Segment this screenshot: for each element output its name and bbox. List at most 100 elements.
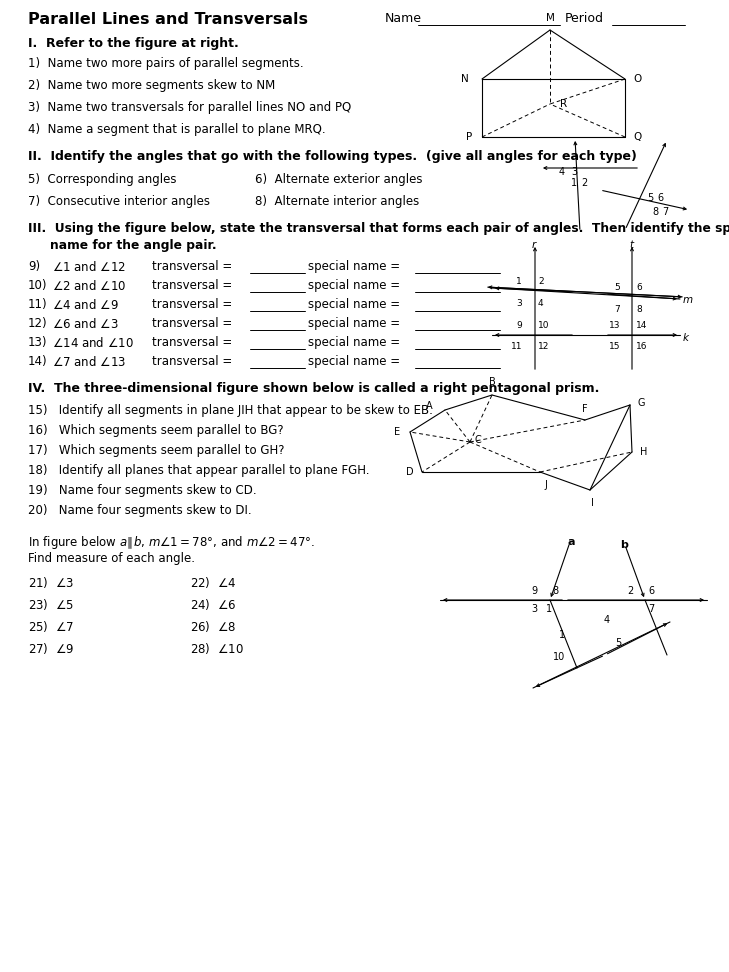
Text: 6)  Alternate exterior angles: 6) Alternate exterior angles [255,173,423,186]
Text: 4: 4 [559,167,565,177]
Text: 12): 12) [28,317,47,330]
Text: 1: 1 [571,178,577,188]
Text: Period: Period [565,12,604,25]
Text: special name =: special name = [308,355,404,368]
Text: 1: 1 [546,604,552,614]
Text: r: r [532,240,537,250]
Text: B: B [488,377,496,387]
Text: b: b [620,540,628,550]
Text: special name =: special name = [308,279,404,292]
Text: C: C [475,435,482,445]
Text: 21)  $\angle$3: 21) $\angle$3 [28,575,74,590]
Text: transversal =: transversal = [152,298,236,311]
Text: 7: 7 [615,305,620,314]
Text: 17)   Which segments seem parallel to GH?: 17) Which segments seem parallel to GH? [28,444,284,457]
Text: 5)  Corresponding angles: 5) Corresponding angles [28,173,176,186]
Text: P: P [466,132,472,142]
Text: transversal =: transversal = [152,279,236,292]
Text: Name: Name [385,12,422,25]
Text: 2: 2 [538,277,544,286]
Text: J: J [544,480,547,490]
Text: A: A [426,401,433,411]
Text: H: H [640,447,647,457]
Text: 3: 3 [531,604,537,614]
Text: 15: 15 [609,342,620,351]
Text: 5: 5 [615,638,621,648]
Text: G: G [638,398,645,408]
Text: F: F [582,404,588,414]
Text: 6: 6 [636,283,642,292]
Text: 4)  Name a segment that is parallel to plane MRQ.: 4) Name a segment that is parallel to pl… [28,123,326,136]
Text: D: D [406,467,414,477]
Text: special name =: special name = [308,298,404,311]
Text: O: O [633,74,642,84]
Text: 3: 3 [516,299,522,308]
Text: $\angle$2 and $\angle$10: $\angle$2 and $\angle$10 [52,279,126,293]
Text: 10: 10 [538,321,550,330]
Text: t: t [629,240,633,250]
Text: 15)   Identify all segments in plane JIH that appear to be skew to EB.: 15) Identify all segments in plane JIH t… [28,404,433,417]
Text: 5: 5 [615,283,620,292]
Text: 8: 8 [552,586,558,596]
Text: transversal =: transversal = [152,260,236,273]
Text: 1)  Name two more pairs of parallel segments.: 1) Name two more pairs of parallel segme… [28,57,303,70]
Text: Parallel Lines and Transversals: Parallel Lines and Transversals [28,12,308,27]
Text: II.  Identify the angles that go with the following types.  (give all angles for: II. Identify the angles that go with the… [28,150,637,163]
Text: 25)  $\angle$7: 25) $\angle$7 [28,619,74,634]
Text: $\angle$7 and $\angle$13: $\angle$7 and $\angle$13 [52,355,126,369]
Text: 1: 1 [516,277,522,286]
Text: E: E [394,427,400,437]
Text: 11: 11 [510,342,522,351]
Text: 20)   Name four segments skew to DI.: 20) Name four segments skew to DI. [28,504,252,517]
Text: III.  Using the figure below, state the transversal that forms each pair of angl: III. Using the figure below, state the t… [28,222,729,235]
Text: 12: 12 [538,342,550,351]
Text: 7: 7 [662,207,668,217]
Text: 5: 5 [647,193,653,203]
Text: transversal =: transversal = [152,336,236,349]
Text: 2)  Name two more segments skew to NM: 2) Name two more segments skew to NM [28,79,276,92]
Text: special name =: special name = [308,260,404,273]
Text: IV.  The three-dimensional figure shown below is called a right pentagonal prism: IV. The three-dimensional figure shown b… [28,382,599,395]
Text: 3)  Name two transversals for parallel lines NO and PQ: 3) Name two transversals for parallel li… [28,101,351,114]
Text: 14: 14 [636,321,647,330]
Text: 14): 14) [28,355,47,368]
Text: 13): 13) [28,336,47,349]
Text: 7: 7 [648,604,654,614]
Text: 10): 10) [28,279,47,292]
Text: 8)  Alternate interior angles: 8) Alternate interior angles [255,195,419,208]
Text: 16)   Which segments seem parallel to BG?: 16) Which segments seem parallel to BG? [28,424,284,437]
Text: transversal =: transversal = [152,317,236,330]
Text: 10: 10 [553,652,565,662]
Text: In figure below $a \! \parallel \! b$, $m\angle1 = 78°$, and $m\angle2 = 47°$.: In figure below $a \! \parallel \! b$, $… [28,534,315,551]
Text: 26)  $\angle$8: 26) $\angle$8 [190,619,236,634]
Text: 2: 2 [581,178,588,188]
Text: 7)  Consecutive interior angles: 7) Consecutive interior angles [28,195,210,208]
Text: 3: 3 [571,167,577,177]
Text: 6: 6 [648,586,654,596]
Text: 4: 4 [538,299,544,308]
Text: 4: 4 [604,615,610,625]
Text: 13: 13 [609,321,620,330]
Text: 27)  $\angle$9: 27) $\angle$9 [28,641,74,656]
Text: 9): 9) [28,260,40,273]
Text: name for the angle pair.: name for the angle pair. [50,239,217,252]
Text: $\angle$1 and $\angle$12: $\angle$1 and $\angle$12 [52,260,126,274]
Text: 23)  $\angle$5: 23) $\angle$5 [28,597,74,612]
Text: 11): 11) [28,298,47,311]
Text: Find measure of each angle.: Find measure of each angle. [28,552,195,565]
Text: 19)   Name four segments skew to CD.: 19) Name four segments skew to CD. [28,484,257,497]
Text: I.  Refer to the figure at right.: I. Refer to the figure at right. [28,37,239,50]
Text: M: M [545,13,555,23]
Text: $\angle$6 and $\angle$3: $\angle$6 and $\angle$3 [52,317,119,331]
Text: 2: 2 [627,586,633,596]
Text: 6: 6 [657,193,663,203]
Text: $\angle$4 and $\angle$9: $\angle$4 and $\angle$9 [52,298,119,312]
Text: 16: 16 [636,342,647,351]
Text: 8: 8 [652,207,658,217]
Text: 1: 1 [559,630,565,640]
Text: N: N [461,74,469,84]
Text: special name =: special name = [308,317,404,330]
Text: a: a [567,537,574,547]
Text: Q: Q [633,132,642,142]
Text: 9: 9 [516,321,522,330]
